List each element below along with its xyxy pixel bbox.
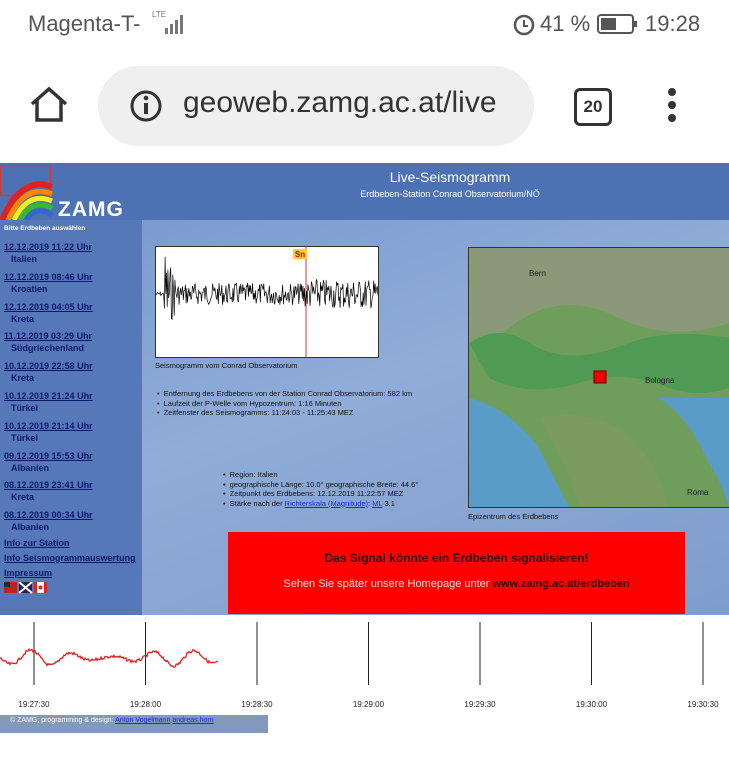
event-date[interactable]: 11.12.2019 03:29 Uhr — [4, 331, 93, 342]
alert-box: Das Signal könnte ein Erdbeben signalisi… — [228, 532, 685, 614]
station-info-item: Entfernung des Erdbebens von der Station… — [157, 389, 412, 399]
carrier: Magenta-T- — [28, 11, 141, 36]
home-button[interactable] — [28, 84, 70, 126]
tab-count[interactable]: 20 — [574, 88, 612, 126]
event-region: Region: Italien — [223, 470, 418, 480]
seismogram: Sn — [155, 246, 379, 358]
event-place: Italien — [11, 254, 38, 264]
event-date[interactable]: 10.12.2019 21:14 Uhr — [4, 420, 93, 431]
event-item[interactable]: 10.12.2019 21:24 Uhr Türkei — [4, 391, 93, 413]
network: LTE — [152, 10, 167, 19]
event-date[interactable]: 12.12.2019 08:46 Uhr — [4, 271, 93, 282]
url-bar[interactable] — [98, 66, 534, 146]
link[interactable]: Richterskala (Magnitude) — [284, 498, 369, 508]
event-place: Südgriechenland — [11, 343, 85, 354]
footer: © ZAMG, programming & design: Anton Voge… — [0, 715, 268, 733]
alert-link[interactable]: www.zamg.ac.at/erdbeben — [492, 578, 630, 590]
event-date[interactable]: 12.12.2019 11:22 Uhr — [4, 242, 93, 252]
event-item[interactable]: 12.12.2019 11:22 Uhr Italien — [4, 242, 92, 264]
alert-headline: Das Signal könnte ein Erdbeben signalisi… — [324, 551, 589, 565]
epicenter-marker — [593, 370, 607, 384]
live-waveform — [0, 647, 219, 669]
event-date[interactable]: 09.12.2019 15:53 Uhr — [4, 450, 93, 461]
link[interactable]: ML — [372, 498, 383, 508]
page-subtitle: Erdbeben-Station Conrad Observatorium/NÖ — [360, 189, 540, 199]
event-place: Türkei — [11, 432, 39, 443]
battery-text: 41 % — [540, 11, 591, 36]
event-item[interactable]: 08.12.2019 00:34 Uhr Albanien — [4, 510, 93, 532]
seismogram-caption: Seismogramm vom Conrad Observatorium — [155, 361, 298, 370]
event-date[interactable]: 12.12.2019 04:05 Uhr — [4, 301, 93, 312]
event-info: Region: Italien geographische Länge: 10.… — [223, 470, 419, 509]
sidebar-link[interactable]: Info zur Station — [4, 538, 70, 548]
timeline-label: 19:29:30 — [464, 700, 496, 709]
timeline-label: 19:28:30 — [241, 700, 273, 709]
map-label: Bologna — [645, 376, 675, 385]
site-info-icon[interactable] — [128, 88, 164, 124]
timeline-label: 19:30:30 — [687, 700, 719, 709]
map-label: Bern — [529, 269, 546, 278]
timeline-label: 19:27:30 — [18, 700, 50, 709]
event-date[interactable]: 08.12.2019 23:41 Uhr — [4, 480, 93, 491]
event-item[interactable]: 10.12.2019 21:14 Uhr Türkei — [4, 421, 93, 443]
timeline-label: 19:29:00 — [352, 700, 385, 709]
logo-text: ZAMG — [58, 198, 124, 221]
map-label: Roma — [687, 488, 709, 497]
text: 3.1 — [382, 498, 395, 508]
event-coords: geographische Länge: 10.0° geographische… — [223, 480, 419, 490]
text: Stärke nach der — [229, 498, 285, 508]
event-place: Kreta — [11, 313, 35, 324]
phase-label-bg — [293, 249, 307, 259]
station-info-item: Laufzeit der P-Welle vom Hypozentrum: 1:… — [157, 399, 412, 409]
station-info: Entfernung des Erdbebens von der Station… — [157, 389, 412, 418]
sidebar-heading: Bitte Erdbeben auswählen — [4, 225, 86, 232]
event-date[interactable]: 08.12.2019 00:34 Uhr — [4, 510, 93, 521]
event-place: Albanien — [11, 462, 50, 473]
event-place: Albanien — [11, 522, 50, 533]
event-date[interactable]: 10.12.2019 22:58 Uhr — [4, 361, 93, 372]
epicenter-map: Bern Bologna Roma — [468, 247, 729, 508]
event-place: Kreta — [11, 373, 35, 384]
event-date[interactable]: 10.12.2019 21:24 Uhr — [4, 391, 93, 401]
event-place: Kreta — [11, 492, 35, 503]
event-place: Kroatien — [11, 283, 48, 294]
text: Sehen Sie später unsere Homepage unter — [283, 578, 493, 590]
logo-rainbow — [0, 165, 54, 221]
station-info-item: Zeitfenster des Seismogramms: 11:24:03 -… — [157, 408, 412, 418]
event-item[interactable]: 10.12.2019 22:58 Uhr Kreta — [4, 361, 93, 383]
event-magnitude: Stärke nach der Richterskala (Magnitude)… — [223, 499, 418, 509]
phase-label: Sn — [295, 250, 305, 259]
page-title: Live-Seismogramm — [389, 169, 511, 185]
footer-link[interactable]: andreas.horn — [172, 717, 214, 724]
page-header — [0, 163, 729, 220]
clock: 19:28 — [645, 11, 701, 36]
event-item[interactable]: 11.12.2019 03:29 Uhr Südgriechenland — [4, 331, 92, 353]
sidebar-link[interactable]: Impressum — [4, 568, 53, 578]
signal-icon — [165, 15, 183, 34]
footer-link[interactable]: Anton Vogelmann — [115, 717, 171, 724]
event-item[interactable]: 09.12.2019 15:53 Uhr Albanien — [4, 451, 93, 473]
alarm-icon — [513, 14, 535, 36]
battery-icon — [597, 14, 637, 34]
language-flags[interactable] — [4, 582, 48, 594]
footer-text: © ZAMG, programming & design: — [10, 717, 116, 724]
url-text: geoweb.zamg.ac.at/live — [183, 86, 497, 119]
waveform — [156, 256, 378, 321]
alert-text: Sehen Sie später unsere Homepage unter w… — [228, 578, 685, 590]
sidebar-link[interactable]: Info Seismogrammauswertung — [4, 553, 136, 563]
event-item[interactable]: 12.12.2019 04:05 Uhr Kreta — [4, 302, 93, 324]
event-time: Zeitpunkt des Erdbebens: 12.12.2019 11:2… — [223, 489, 418, 499]
live-trace — [0, 622, 704, 685]
timeline-label: 19:30:00 — [575, 700, 608, 709]
event-item[interactable]: 12.12.2019 08:46 Uhr Kroatien — [4, 272, 93, 294]
event-place: Türkei — [11, 403, 39, 413]
menu-button[interactable] — [664, 86, 680, 126]
map-caption: Epizentrum des Erdbebens — [468, 512, 559, 521]
event-item[interactable]: 08.12.2019 23:41 Uhr Kreta — [4, 480, 93, 502]
text: : — [368, 498, 373, 508]
timeline-label: 19:28:00 — [129, 700, 162, 709]
sidebar — [0, 220, 142, 615]
